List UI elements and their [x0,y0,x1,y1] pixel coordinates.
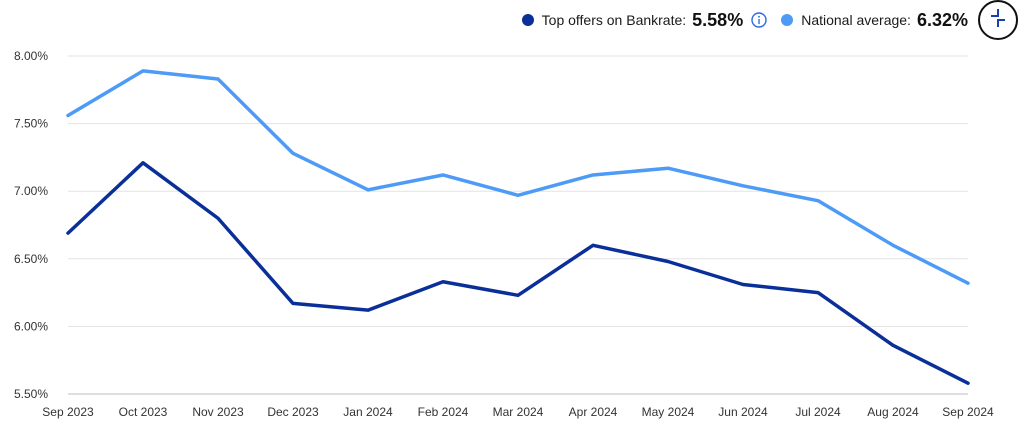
y-tick-label: 5.50% [14,387,48,401]
y-tick-label: 8.00% [14,49,48,63]
x-tick-label: Mar 2024 [493,405,544,419]
legend-item-top-offers: Top offers on Bankrate: 5.58% [521,9,768,31]
y-tick-label: 6.00% [14,319,48,333]
x-tick-label: Aug 2024 [867,405,919,419]
y-axis: 5.50% 6.00% 6.50% 7.00% 7.50% 8.00% [14,49,48,401]
legend-value-top-offers: 5.58% [692,9,744,30]
zoom-button[interactable] [978,0,1018,40]
info-circle-icon[interactable] [751,12,767,28]
grid-lines [68,55,968,395]
series-lines [66,69,970,385]
x-tick-label: Sep 2024 [942,405,994,419]
x-tick-label: Dec 2023 [267,405,319,419]
legend-label-top-offers: Top offers on Bankrate: [541,12,687,28]
x-tick-label: Oct 2023 [119,405,168,419]
y-tick-label: 6.50% [14,252,48,266]
legend-dot-national [781,14,794,26]
y-tick-label: 7.50% [14,117,48,131]
legend-label-national: National average: [801,12,911,28]
x-axis: Sep 2023 Oct 2023 Nov 2023 Dec 2023 Jan 2024… [42,405,994,419]
legend-value-national: 6.32% [916,9,968,30]
legend-dot-top-offers [521,14,534,26]
x-tick-label: Jan 2024 [343,405,393,419]
legend-item-national: National average: 6.32% [781,10,968,31]
x-tick-label: Feb 2024 [418,405,469,419]
series-line-top-offers-on-bankrate[interactable] [66,161,970,385]
y-tick-label: 7.00% [14,184,48,198]
x-tick-label: Nov 2023 [192,405,244,419]
series-line-national-average[interactable] [66,69,970,285]
zoom-crosshair-icon [986,6,1010,35]
x-tick-label: Jun 2024 [718,405,768,419]
x-tick-label: Apr 2024 [569,405,618,419]
x-tick-label: Jul 2024 [795,405,841,419]
x-tick-label: Sep 2023 [42,405,94,419]
x-tick-label: May 2024 [642,405,695,419]
chart-legend: Top offers on Bankrate: 5.58% National a… [508,6,968,34]
